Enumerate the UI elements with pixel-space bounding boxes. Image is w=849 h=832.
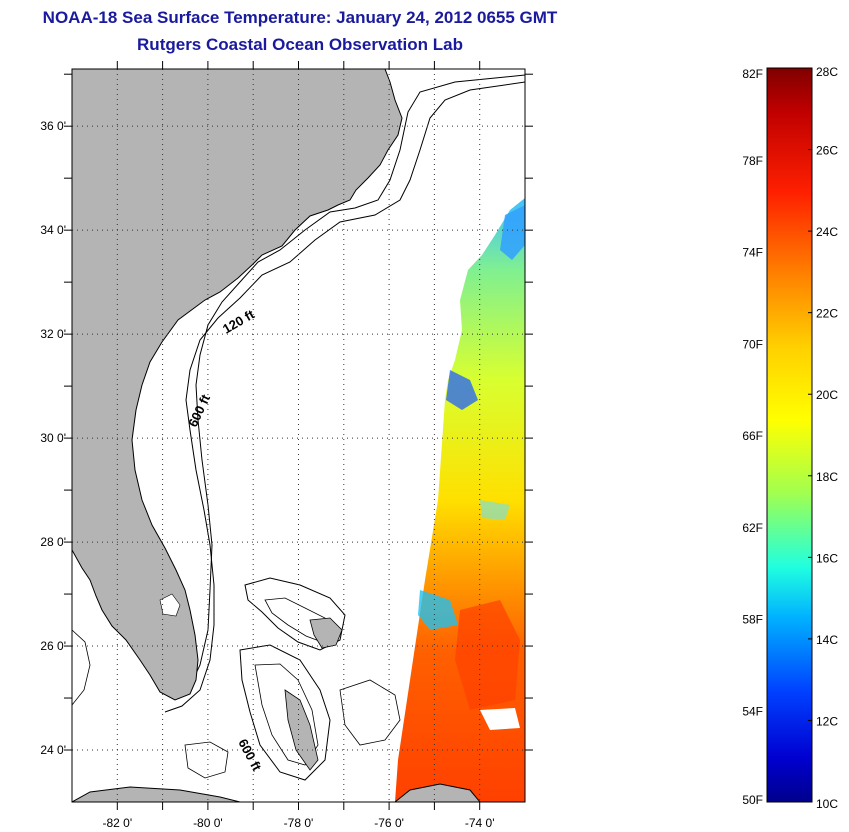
lon-tick-label: -80 0' xyxy=(193,816,223,830)
colorbar-fahrenheit-label: 82F xyxy=(742,67,763,81)
lon-tick-label: -76 0' xyxy=(374,816,404,830)
lon-tick-label: -78 0' xyxy=(284,816,314,830)
colorbar-labels: 82F 78F 74F 70F 66F 62F 58F 54F 50F 28C 26C 24C 22C 2… xyxy=(742,65,838,811)
sst-warm-patch xyxy=(455,600,520,710)
colorbar-fahrenheit-label: 58F xyxy=(742,613,763,627)
colorbar xyxy=(766,67,813,803)
gulf-contour xyxy=(72,629,91,706)
map-title: NOAA-18 Sea Surface Temperature: January… xyxy=(42,8,558,27)
map-gridlines xyxy=(64,61,533,810)
colorbar-celsius-label: 20C xyxy=(816,388,838,402)
sst-cool-patch xyxy=(418,590,458,630)
map-axis-labels: 36 0' 34 0' 32 0' 30 0' 28 0' 26 0' 24 0' -82 0… xyxy=(40,119,494,830)
lat-tick-label: 36 0' xyxy=(40,119,66,133)
island-land xyxy=(394,783,481,802)
colorbar-fahrenheit-label: 74F xyxy=(742,246,763,260)
contour-120ft-line xyxy=(187,74,525,691)
contour-600ft-line xyxy=(164,81,525,713)
colorbar-fahrenheit-label: 50F xyxy=(742,793,763,807)
sst-cool-patch xyxy=(480,500,510,520)
cloud-mask xyxy=(480,708,520,730)
colorbar-celsius-label: 16C xyxy=(816,551,838,565)
colorbar-celsius-label: 24C xyxy=(816,225,838,239)
map-frame xyxy=(71,68,526,803)
sst-cool-patch xyxy=(446,370,478,410)
colorbar-fahrenheit-label: 70F xyxy=(742,337,763,351)
colorbar-celsius-label: 26C xyxy=(816,144,838,158)
lon-tick-label: -74 0' xyxy=(465,816,495,830)
colorbar-celsius-label: 28C xyxy=(816,65,838,79)
colorbar-celsius-label: 22C xyxy=(816,307,838,321)
lat-tick-label: 28 0' xyxy=(40,535,66,549)
sst-cool-patch xyxy=(500,205,525,260)
lat-tick-label: 24 0' xyxy=(40,743,66,757)
colorbar-celsius-label: 14C xyxy=(816,633,838,647)
us-mainland-land xyxy=(72,69,403,701)
lat-tick-label: 26 0' xyxy=(40,639,66,653)
lake-okeechobee xyxy=(159,593,181,617)
colorbar-fahrenheit-label: 62F xyxy=(742,521,763,535)
colorbar-fahrenheit-label: 66F xyxy=(742,429,763,443)
lat-tick-label: 34 0' xyxy=(40,223,66,237)
colorbar-celsius-label: 12C xyxy=(816,714,838,728)
lat-tick-label: 30 0' xyxy=(40,431,66,445)
bahamas-great-bank-outline xyxy=(239,644,331,781)
cay-sal-bank-outline xyxy=(184,741,229,779)
colorbar-celsius-label: 18C xyxy=(816,470,838,484)
lat-tick-label: 32 0' xyxy=(40,327,66,341)
bahamas-island xyxy=(309,617,343,649)
cuba-land xyxy=(72,786,241,802)
exuma-bank-outline xyxy=(339,679,401,746)
colorbar-fahrenheit-label: 78F xyxy=(742,154,763,168)
colorbar-fahrenheit-label: 54F xyxy=(742,704,763,718)
andros-island xyxy=(284,689,319,771)
lon-tick-label: -82 0' xyxy=(102,816,132,830)
colorbar-celsius-label: 10C xyxy=(816,797,838,811)
map-subtitle: Rutgers Coastal Ocean Observation Lab xyxy=(137,35,463,54)
